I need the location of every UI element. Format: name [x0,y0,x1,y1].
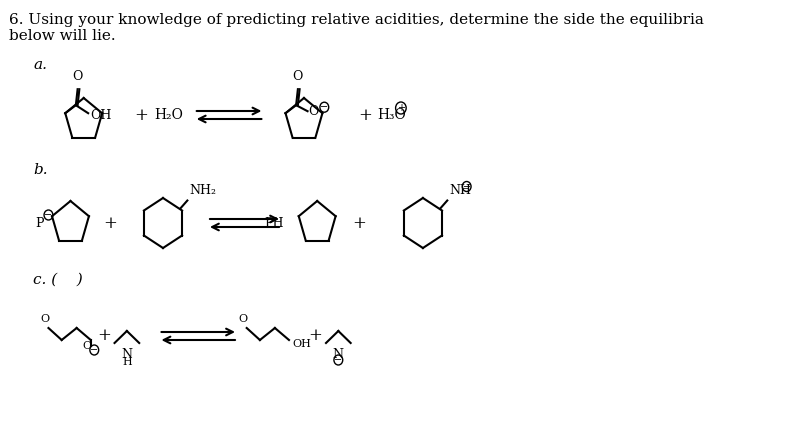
Text: +: + [353,214,366,232]
Text: O: O [308,105,319,118]
Text: −: − [334,355,343,365]
Text: 6. Using your knowledge of predicting relative acidities, determine the side the: 6. Using your knowledge of predicting re… [9,13,703,43]
Text: H₃O: H₃O [377,108,406,122]
Text: c. (    ): c. ( ) [34,273,83,287]
Text: OH: OH [90,109,112,122]
Text: OH: OH [292,339,311,349]
Text: N: N [332,348,343,361]
Text: P: P [35,217,44,229]
Text: O: O [40,314,50,324]
Text: −: − [320,102,329,112]
Text: O: O [83,341,92,351]
Text: O: O [239,314,248,324]
Text: O: O [292,70,303,83]
Text: +: + [103,214,117,232]
Text: −: − [463,181,471,191]
Text: N: N [121,348,132,361]
Text: O: O [72,70,83,83]
Text: H₂O: H₂O [154,108,183,122]
Text: +: + [134,107,148,124]
Text: −: − [44,210,53,220]
Text: +: + [397,103,405,113]
Text: b.: b. [34,163,48,177]
Text: NH₂: NH₂ [189,184,216,196]
Text: −: − [90,345,98,355]
Text: +: + [358,107,373,124]
Text: a.: a. [34,58,47,72]
Text: PH: PH [264,217,284,229]
Text: +: + [308,327,322,345]
Text: H: H [122,357,132,367]
Text: NH: NH [449,184,471,196]
Text: +: + [97,327,111,345]
